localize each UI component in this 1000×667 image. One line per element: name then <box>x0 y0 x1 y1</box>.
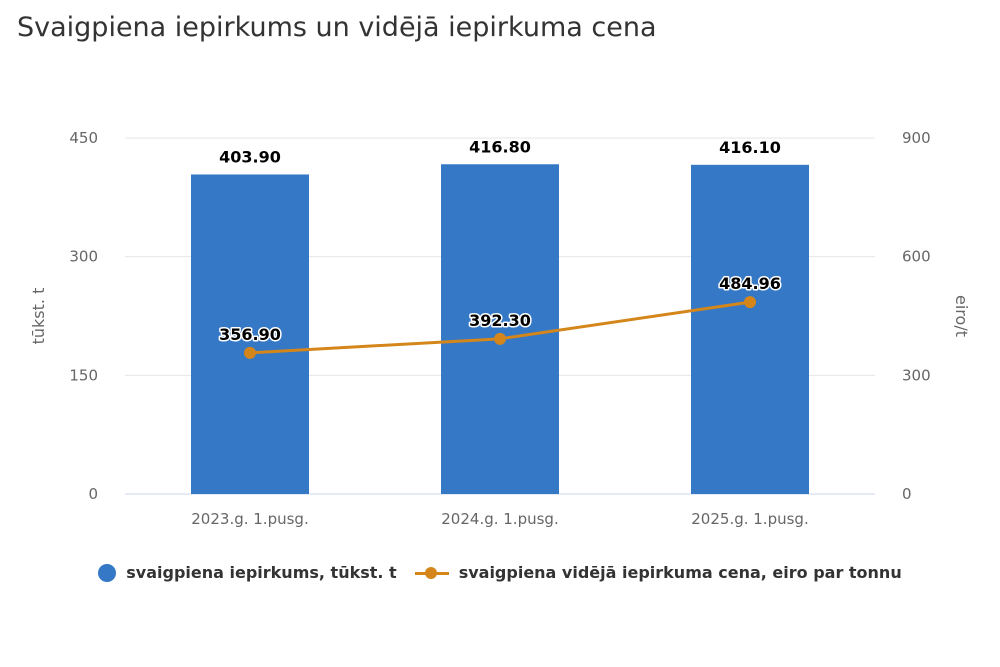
line-point <box>744 296 756 309</box>
y-right-axis-title: eiro/t <box>952 295 971 337</box>
bar-data-label: 416.10 <box>719 138 781 157</box>
y-left-tick-label: 300 <box>69 248 98 266</box>
y-left-axis-title: tūkst. t <box>29 288 48 345</box>
y-left-tick-label: 150 <box>69 366 98 384</box>
y-right-tick-label: 900 <box>902 129 931 147</box>
legend-line-marker <box>414 564 449 582</box>
y-right-tick-label: 0 <box>902 485 912 503</box>
x-category-label: 2024.g. 1.pusg. <box>441 510 558 528</box>
y-left-tick-label: 0 <box>88 485 98 503</box>
y-right-tick-label: 300 <box>902 366 931 384</box>
legend: svaigpiena iepirkums, tūkst. t svaigpien… <box>0 563 1000 582</box>
x-category-label: 2023.g. 1.pusg. <box>191 510 308 528</box>
bar <box>441 164 559 494</box>
legend-item-line[interactable]: svaigpiena vidējā iepirkuma cena, eiro p… <box>414 563 902 582</box>
legend-bar-label: svaigpiena iepirkums, tūkst. t <box>126 563 397 582</box>
line-data-label: 356.90 <box>219 325 281 344</box>
chart-title: Svaigpiena iepirkums un vidējā iepirkuma… <box>17 12 657 43</box>
bar-data-label: 403.90 <box>219 147 281 166</box>
x-category-label: 2025.g. 1.pusg. <box>691 510 808 528</box>
data-labels: 403.90 416.80 416.10 356.90 392.30 484.96 <box>218 136 783 346</box>
bar-data-label: 416.80 <box>469 137 531 156</box>
line-series <box>244 296 756 359</box>
bar <box>691 164 809 494</box>
legend-bar-marker <box>98 563 117 582</box>
y-left-tick-label: 450 <box>69 129 98 147</box>
legend-item-bars[interactable]: svaigpiena iepirkums, tūkst. t <box>98 563 397 582</box>
legend-line-label: svaigpiena vidējā iepirkuma cena, eiro p… <box>458 563 902 582</box>
bar <box>191 174 309 494</box>
line-point <box>494 332 506 345</box>
line-data-label: 392.30 <box>469 311 531 330</box>
line-point <box>244 346 256 359</box>
line-data-label: 484.96 <box>719 274 781 293</box>
bar-series <box>191 164 809 494</box>
axes: 0 150 300 450 0 300 600 900 tūkst. t eiro/t 2023.g… <box>29 129 971 528</box>
y-right-tick-label: 600 <box>902 248 931 266</box>
